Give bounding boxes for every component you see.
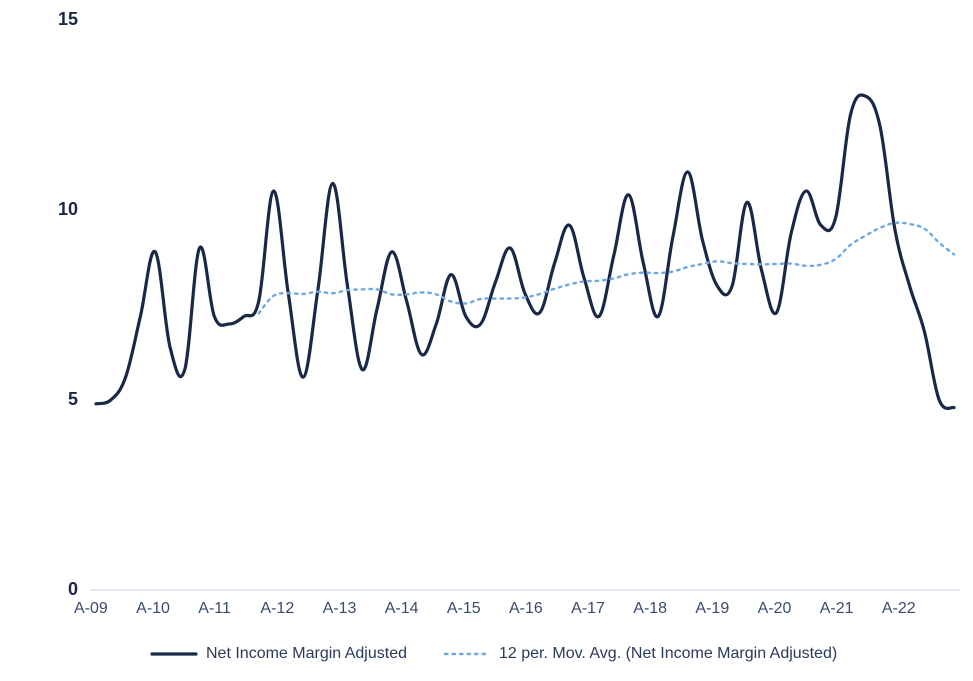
y-tick-label: 15 bbox=[0, 9, 78, 30]
line-chart bbox=[0, 0, 973, 681]
legend-item: Net Income Margin Adjusted bbox=[150, 645, 407, 663]
x-tick-label: A-11 bbox=[198, 600, 231, 618]
legend-swatch bbox=[443, 647, 491, 661]
legend-swatch bbox=[150, 647, 198, 661]
x-tick-label: A-19 bbox=[695, 600, 729, 618]
x-tick-label: A-10 bbox=[136, 600, 170, 618]
x-tick-label: A-09 bbox=[74, 600, 108, 618]
x-tick-label: A-15 bbox=[447, 600, 481, 618]
legend-item: 12 per. Mov. Avg. (Net Income Margin Adj… bbox=[443, 645, 837, 663]
legend-label: Net Income Margin Adjusted bbox=[206, 645, 407, 663]
legend-label: 12 per. Mov. Avg. (Net Income Margin Adj… bbox=[499, 645, 837, 663]
x-tick-label: A-16 bbox=[509, 600, 543, 618]
chart-container: 0 5 10 15 A-09 A-10 A-11 A-12 A-13 A-14 A-15 A-16 A… bbox=[0, 0, 973, 681]
x-tick-label: A-22 bbox=[882, 600, 916, 618]
y-tick-label: 5 bbox=[0, 389, 78, 410]
x-tick-label: A-12 bbox=[260, 600, 294, 618]
x-tick-label: A-21 bbox=[820, 600, 854, 618]
x-tick-label: A-20 bbox=[758, 600, 792, 618]
x-tick-label: A-17 bbox=[571, 600, 605, 618]
x-tick-label: A-18 bbox=[633, 600, 667, 618]
x-tick-label: A-13 bbox=[323, 600, 357, 618]
y-tick-label: 10 bbox=[0, 199, 78, 220]
series-line bbox=[96, 95, 954, 408]
x-tick-label: A-14 bbox=[385, 600, 419, 618]
y-tick-label: 0 bbox=[0, 579, 78, 600]
legend: Net Income Margin Adjusted 12 per. Mov. A… bbox=[150, 645, 837, 663]
